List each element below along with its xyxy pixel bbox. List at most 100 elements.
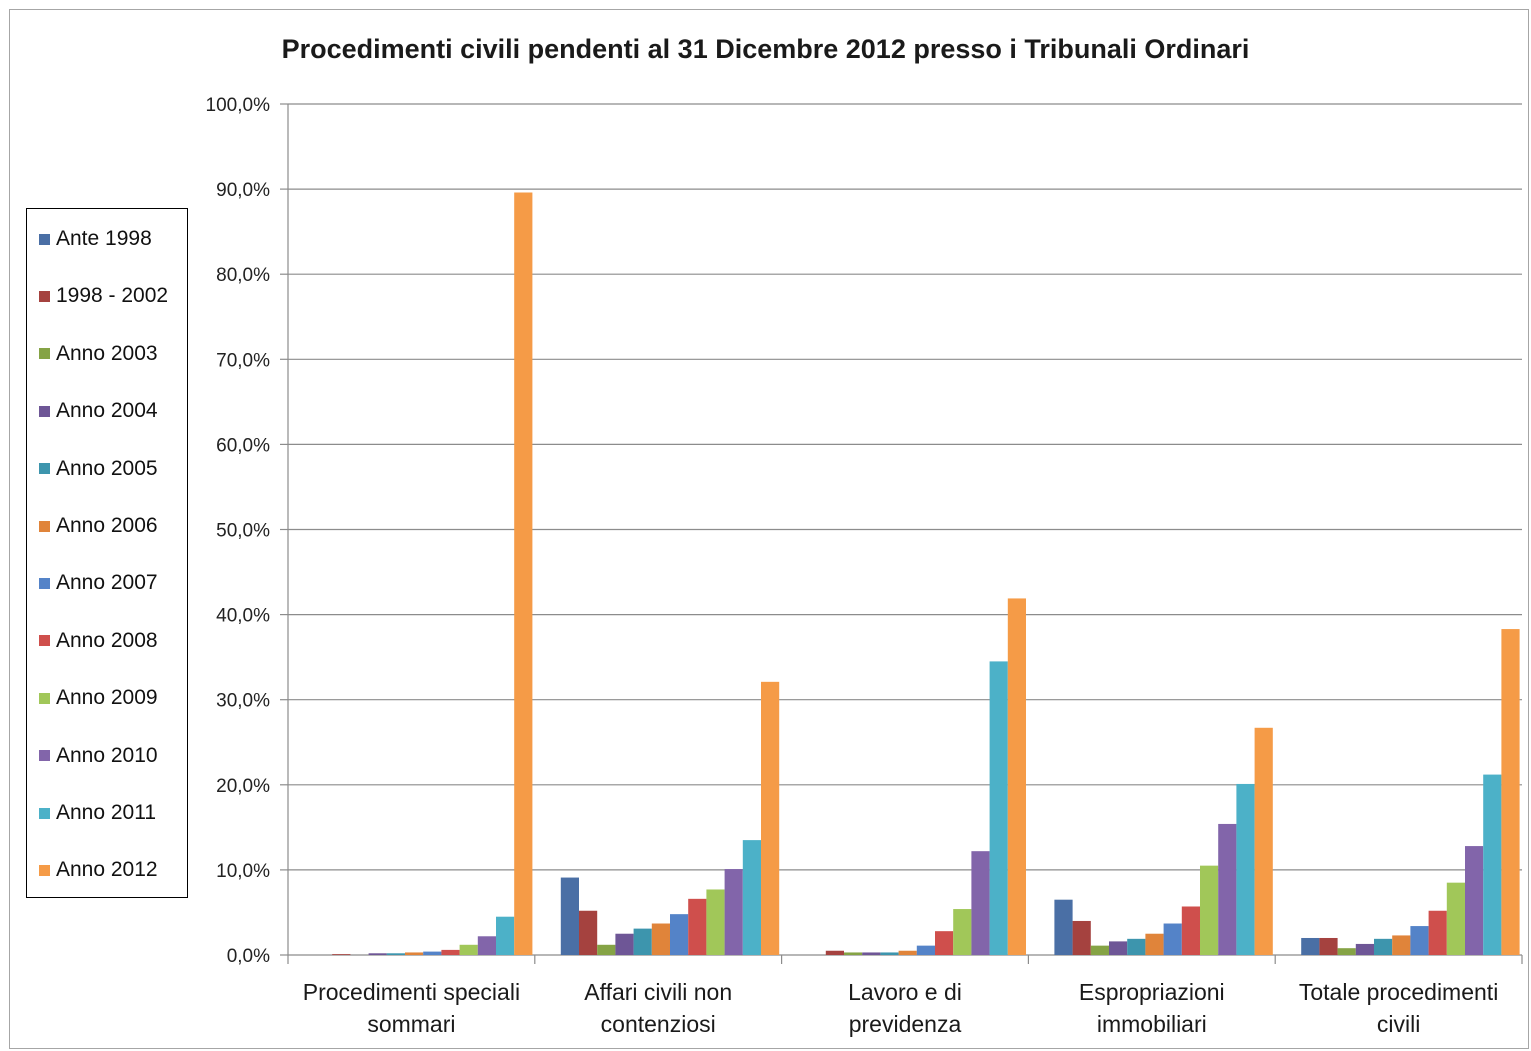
chart-title: Procedimenti civili pendenti al 31 Dicem… — [281, 34, 1250, 64]
bar — [386, 953, 405, 955]
legend-swatch — [39, 692, 50, 704]
legend-label: Anno 2012 — [56, 858, 158, 882]
legend-swatch — [39, 807, 50, 819]
bar — [880, 952, 899, 955]
bar — [825, 950, 844, 955]
legend-swatch — [39, 233, 50, 245]
legend-label: Anno 2006 — [56, 514, 158, 537]
y-tick-label: 50,0% — [216, 521, 270, 542]
y-tick-label: 70,0% — [216, 350, 270, 371]
bar — [441, 949, 460, 955]
legend-item: Anno 2004 — [39, 398, 158, 424]
bar — [989, 661, 1008, 955]
bar — [1483, 774, 1502, 955]
bar — [496, 916, 515, 955]
x-tick-label: Lavoro e di — [848, 979, 962, 1005]
bar — [477, 936, 496, 955]
legend-label: Anno 2008 — [56, 628, 158, 652]
bar — [332, 954, 351, 955]
y-tick-label: 30,0% — [216, 691, 270, 712]
legend-label: Ante 1998 — [56, 227, 152, 250]
bar — [898, 950, 917, 955]
bar — [1355, 943, 1374, 955]
bar — [724, 869, 743, 955]
legend-swatch — [39, 864, 50, 876]
x-tick-label: previdenza — [849, 1011, 962, 1037]
bar — [1501, 629, 1520, 955]
bar — [742, 840, 761, 955]
y-tick-label: 0,0% — [227, 946, 270, 967]
bar — [368, 953, 387, 955]
legend-swatch — [39, 348, 50, 360]
bar — [1301, 937, 1320, 955]
legend: Ante 1998 1998 - 2002 Anno 2003 Anno 2004 An… — [26, 208, 188, 898]
bar — [1374, 938, 1393, 955]
bar — [633, 928, 652, 955]
legend-item: Anno 2009 — [39, 685, 158, 711]
x-tick-label: Procedimenti speciali — [303, 979, 520, 1005]
legend-item: Anno 2006 — [39, 513, 158, 539]
bar — [761, 681, 780, 955]
x-tick-label: sommari — [367, 1011, 455, 1037]
legend-swatch — [39, 635, 50, 647]
y-tick-label: 10,0% — [216, 861, 270, 882]
bar — [459, 944, 478, 955]
legend-item: 1998 - 2002 — [39, 283, 168, 309]
legend-label: Anno 2003 — [56, 341, 158, 365]
bar — [1163, 923, 1182, 955]
bar — [1145, 933, 1164, 955]
bar — [1337, 948, 1356, 955]
x-tick-label: immobiliari — [1097, 1011, 1207, 1037]
bar — [1090, 945, 1109, 955]
legend-item: Anno 2003 — [39, 341, 158, 367]
legend-item: Anno 2010 — [39, 743, 158, 769]
legend-swatch — [39, 463, 50, 475]
x-tick-label: Espropriazioni — [1079, 979, 1225, 1005]
legend-label: Anno 2007 — [56, 571, 158, 595]
legend-swatch — [39, 520, 50, 532]
x-tick-label: civili — [1377, 1011, 1420, 1037]
x-tick-label: Affari civili non — [584, 979, 732, 1005]
bar — [953, 909, 972, 955]
legend-swatch — [39, 577, 50, 589]
y-tick-label: 100,0% — [206, 95, 271, 116]
legend-label: Anno 2005 — [56, 456, 158, 480]
legend-label: Anno 2004 — [56, 399, 158, 423]
bar — [1465, 846, 1484, 955]
bar — [579, 910, 598, 955]
legend-label: Anno 2011 — [56, 801, 157, 824]
bar — [514, 192, 533, 955]
bar — [688, 898, 707, 955]
legend-swatch — [39, 405, 50, 417]
legend-item: Anno 2012 — [39, 857, 158, 883]
bar — [1054, 899, 1073, 955]
x-tick-label: contenziosi — [601, 1011, 716, 1037]
legend-item: Ante 1998 — [39, 226, 152, 252]
legend-label: 1998 - 2002 — [56, 284, 169, 308]
bar — [971, 851, 990, 955]
bar — [1236, 783, 1255, 955]
bar — [916, 945, 935, 955]
legend-swatch — [39, 750, 50, 762]
bar — [615, 933, 634, 955]
bar — [1181, 906, 1200, 955]
bar — [670, 914, 689, 955]
legend-swatch — [39, 290, 50, 302]
legend-label: Anno 2009 — [56, 686, 158, 710]
bar — [862, 952, 881, 955]
bar — [1200, 865, 1219, 955]
bar — [1446, 882, 1465, 955]
bar — [405, 952, 424, 955]
bar — [1319, 937, 1338, 955]
y-tick-label: 60,0% — [216, 435, 270, 456]
bar — [844, 952, 863, 955]
bar — [1072, 920, 1091, 955]
legend-item: Anno 2007 — [39, 570, 158, 596]
legend-item: Anno 2005 — [39, 456, 158, 482]
bar — [560, 877, 579, 955]
legend-label: Anno 2010 — [56, 743, 158, 767]
bar — [651, 923, 670, 955]
bar — [1109, 941, 1128, 955]
legend-item: Anno 2011 — [39, 800, 156, 826]
